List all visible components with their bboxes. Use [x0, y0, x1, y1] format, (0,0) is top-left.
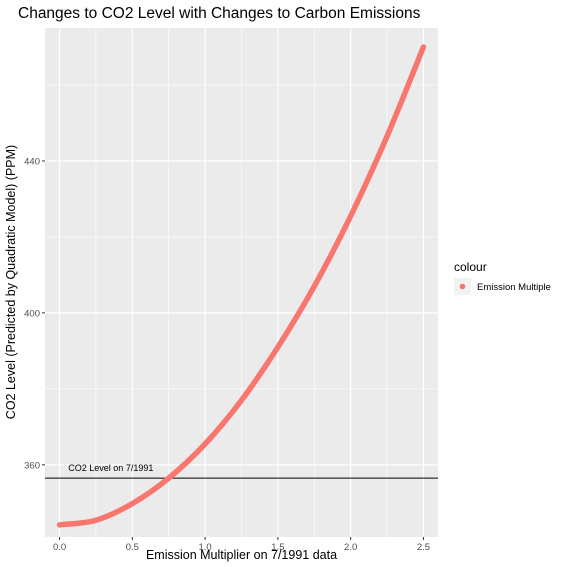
major-gridlines: [45, 28, 438, 537]
legend: colour Emission Multiple: [454, 260, 551, 295]
y-tick-label: 440: [24, 156, 40, 167]
x-tick-label: 0.5: [126, 542, 139, 553]
y-axis-label: CO2 Level (Predicted by Quadratic Model)…: [4, 145, 18, 419]
series-line: [56, 44, 427, 528]
x-tick-label: 0.0: [53, 542, 66, 553]
reference-line-label: CO2 Level on 7/1991: [68, 463, 153, 473]
legend-entry-label: Emission Multiple: [477, 282, 551, 293]
minor-gridlines: [45, 28, 438, 537]
x-axis-ticks: 0.0 0.5 1.0 1.5 2.0 2.5: [53, 537, 430, 553]
series-layer: [56, 44, 427, 528]
x-tick-label: 1.5: [271, 542, 284, 553]
x-tick-label: 2.0: [344, 542, 357, 553]
legend-key-dot: [459, 283, 466, 290]
y-tick-label: 360: [24, 460, 40, 471]
x-tick-label: 2.5: [417, 542, 430, 553]
x-tick-label: 1.0: [199, 542, 212, 553]
reference-line-layer: CO2 Level on 7/1991: [45, 463, 438, 479]
legend-title: colour: [454, 260, 487, 274]
x-axis-label: Emission Multiplier on 7/1991 data: [146, 548, 337, 562]
y-axis-ticks: 360 400 440: [24, 156, 45, 471]
chart-title: Changes to CO2 Level with Changes to Car…: [18, 5, 421, 22]
y-tick-label: 400: [24, 308, 40, 319]
